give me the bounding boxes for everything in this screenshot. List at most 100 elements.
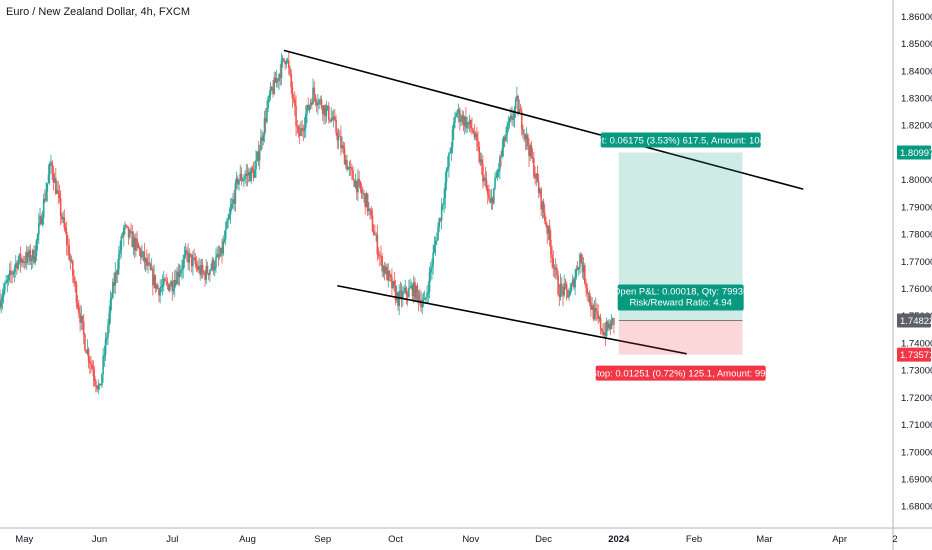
- candle: [389, 273, 392, 282]
- time-tick-label: Jul: [166, 534, 178, 545]
- candle-body: [280, 60, 283, 78]
- candle-body: [412, 282, 415, 297]
- candle-body: [19, 253, 22, 263]
- candle: [545, 216, 547, 228]
- candle-body: [530, 145, 533, 157]
- candle: [462, 111, 465, 132]
- candle: [284, 60, 286, 70]
- candle-body: [590, 302, 592, 310]
- price-tag: 1.74822: [897, 313, 932, 328]
- candle: [550, 229, 552, 263]
- candle: [412, 275, 415, 304]
- candle: [160, 279, 163, 293]
- candle-body: [399, 290, 402, 292]
- candle: [471, 117, 473, 135]
- candle-body: [419, 299, 421, 303]
- candle-body: [233, 199, 235, 204]
- candle: [552, 250, 555, 277]
- candle: [171, 272, 174, 301]
- candle-body: [150, 268, 153, 270]
- candle-body: [164, 278, 166, 281]
- candle: [534, 166, 536, 185]
- candle-body: [5, 282, 7, 284]
- candle: [228, 207, 231, 220]
- candle-body: [421, 303, 424, 308]
- candle-body: [389, 274, 392, 277]
- candle: [557, 270, 559, 296]
- candle: [562, 286, 564, 307]
- candle-body: [452, 122, 455, 130]
- candle: [240, 167, 243, 186]
- candle-body: [125, 225, 127, 226]
- candle: [216, 246, 218, 259]
- candle: [539, 187, 541, 197]
- candle: [23, 255, 26, 270]
- candle-body: [371, 215, 374, 232]
- price-tick-label: 1.83000: [901, 93, 932, 104]
- candle: [283, 58, 285, 63]
- candle-body: [27, 252, 29, 258]
- candle: [556, 264, 558, 280]
- candle: [415, 284, 417, 302]
- candle: [307, 97, 309, 112]
- candle-body: [383, 266, 386, 274]
- candle: [311, 98, 313, 109]
- candle: [608, 318, 610, 331]
- candle-body: [368, 208, 370, 212]
- candle-body: [518, 109, 521, 113]
- candle-body: [480, 159, 483, 165]
- candle-body: [159, 288, 161, 296]
- candle: [204, 270, 206, 287]
- candle-body: [290, 73, 292, 88]
- candle: [456, 109, 459, 119]
- candle: [173, 270, 176, 297]
- candle-body: [152, 268, 154, 286]
- candle-body: [325, 108, 328, 117]
- candle-body: [459, 109, 461, 122]
- candle-body: [414, 282, 416, 300]
- candle: [207, 272, 210, 281]
- time-tick-label: Nov: [462, 534, 479, 545]
- candle: [126, 225, 129, 229]
- candle-body: [294, 99, 296, 106]
- candle: [493, 188, 495, 205]
- candle: [331, 111, 334, 121]
- candle-body: [599, 317, 602, 329]
- candle: [480, 153, 483, 175]
- candle-body: [348, 167, 351, 168]
- candle: [146, 249, 148, 271]
- candle: [386, 264, 388, 281]
- candle-body: [587, 293, 590, 294]
- candle: [414, 277, 416, 302]
- candle: [429, 261, 432, 282]
- candle-body: [216, 253, 218, 258]
- candle-body: [560, 283, 563, 288]
- candle-body: [2, 290, 5, 297]
- candle-body: [193, 257, 195, 259]
- candle: [395, 285, 398, 304]
- candle: [336, 128, 339, 149]
- candle-body: [320, 99, 323, 108]
- candle: [434, 236, 437, 256]
- candle-body: [272, 89, 274, 94]
- candle: [378, 250, 381, 267]
- candle: [97, 379, 100, 395]
- candle-body: [132, 237, 135, 248]
- candle-body: [17, 260, 19, 269]
- candle: [408, 279, 410, 298]
- candle: [188, 248, 191, 272]
- candle-body: [289, 67, 291, 74]
- candle-body: [210, 268, 212, 271]
- candle-body: [529, 145, 532, 157]
- candle-body: [188, 253, 191, 263]
- candle: [36, 232, 39, 251]
- candle-body: [90, 363, 92, 365]
- candle-body: [238, 180, 240, 185]
- candle-body: [36, 234, 39, 241]
- candle-body: [99, 383, 102, 386]
- candle-body: [218, 255, 221, 257]
- candle-body: [87, 349, 90, 362]
- candle-body: [550, 239, 552, 255]
- candle: [432, 244, 434, 275]
